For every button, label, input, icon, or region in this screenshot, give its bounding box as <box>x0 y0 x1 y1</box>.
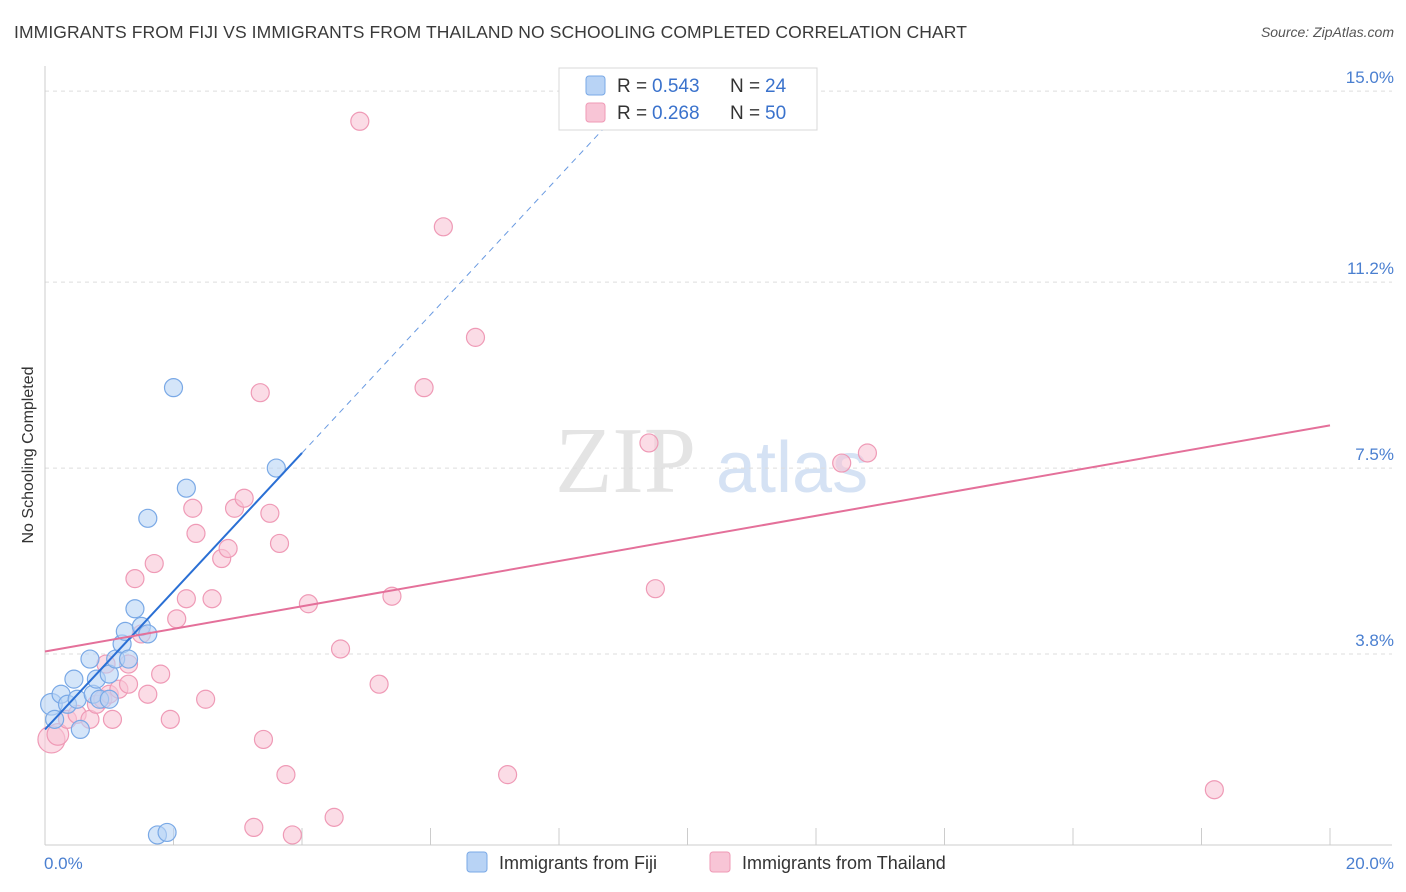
thailand-point <box>324 807 344 827</box>
fiji-point <box>99 689 119 709</box>
fiji-r-value: 0.543 <box>652 76 700 97</box>
thailand-series-swatch <box>709 851 731 873</box>
watermark: ZIP atlas <box>555 409 868 513</box>
y-tick-labels: 3.8% 7.5% 11.2% 15.0% <box>1346 68 1394 650</box>
fiji-r-label: R = <box>617 76 647 97</box>
thailand-point <box>196 689 216 709</box>
thailand-point <box>350 111 370 131</box>
source-credit: Source: ZipAtlas.com <box>1260 24 1394 40</box>
fiji-point <box>176 478 196 498</box>
trend-lines <box>44 107 1331 731</box>
thailand-n-label: N = <box>730 103 760 124</box>
thailand-r-label: R = <box>617 103 647 124</box>
thailand-point <box>144 553 164 574</box>
thailand-point <box>250 383 270 403</box>
fiji-trend-extension <box>301 107 624 454</box>
fiji-trend-line <box>44 452 303 731</box>
y-axis-label: No Schooling Completed <box>20 367 37 544</box>
fiji-legend-swatch <box>585 75 606 96</box>
x-tick-label-right: 20.0% <box>1346 854 1394 873</box>
thailand-point <box>639 433 659 453</box>
thailand-point <box>330 639 351 659</box>
fiji-n-label: N = <box>730 76 760 97</box>
thailand-point <box>218 538 238 559</box>
thailand-point <box>465 327 486 347</box>
thailand-point <box>102 709 123 729</box>
thailand-r-value: 0.268 <box>652 103 700 124</box>
thailand-point <box>269 533 290 554</box>
x-tick-label-left: 0.0% <box>44 854 83 873</box>
thailand-point <box>369 674 389 694</box>
thailand-point <box>160 709 180 729</box>
fiji-point <box>64 669 84 689</box>
stats-legend: R = 0.543 N = 24 R = 0.268 N = 50 <box>558 67 818 131</box>
thailand-point <box>832 453 852 473</box>
thailand-trend-line <box>44 424 1331 653</box>
series-legend: Immigrants from Fiji Immigrants from Tha… <box>466 851 946 873</box>
thailand-point <box>151 664 171 684</box>
fiji-series-swatch <box>466 851 488 873</box>
y-tick-label: 11.2% <box>1347 259 1394 278</box>
x-tick-marks <box>44 828 1331 845</box>
thailand-point <box>433 217 453 237</box>
thailand-point <box>118 674 139 694</box>
thailand-point <box>244 817 264 838</box>
fiji-point <box>80 649 100 669</box>
grid-lines <box>45 90 1392 655</box>
y-tick-label: 7.5% <box>1355 445 1394 464</box>
thailand-point <box>202 589 222 609</box>
fiji-points <box>40 378 286 845</box>
thailand-legend-swatch <box>585 102 606 123</box>
thailand-point <box>276 765 296 785</box>
thailand-point <box>167 609 187 629</box>
thailand-point <box>414 378 434 398</box>
thailand-point <box>498 765 518 785</box>
watermark-zip: ZIP <box>555 409 696 513</box>
fiji-point <box>157 822 177 843</box>
thailand-point <box>125 569 145 589</box>
thailand-series-label: Immigrants from Thailand <box>742 853 946 873</box>
fiji-series-label: Immigrants from Fiji <box>499 853 657 873</box>
fiji-point <box>138 508 158 528</box>
fiji-n-value: 24 <box>765 76 787 97</box>
thailand-point <box>857 443 878 463</box>
thailand-point <box>138 684 158 704</box>
y-tick-label: 3.8% <box>1355 631 1394 650</box>
thailand-point <box>260 503 280 523</box>
thailand-point <box>1204 780 1224 800</box>
fiji-point <box>118 649 139 669</box>
thailand-point <box>186 523 206 544</box>
fiji-point <box>266 458 286 478</box>
fiji-point <box>125 599 145 619</box>
thailand-point <box>234 488 254 508</box>
thailand-point <box>253 729 274 750</box>
fiji-point <box>67 689 87 709</box>
chart-title: IMMIGRANTS FROM FIJI VS IMMIGRANTS FROM … <box>14 22 967 42</box>
thailand-point <box>176 589 196 609</box>
thailand-point <box>183 498 203 518</box>
thailand-point <box>645 579 665 599</box>
fiji-point <box>163 378 184 398</box>
thailand-n-value: 50 <box>765 103 786 124</box>
y-tick-label: 15.0% <box>1346 68 1394 87</box>
thailand-point <box>282 825 302 845</box>
fiji-point <box>70 719 90 740</box>
